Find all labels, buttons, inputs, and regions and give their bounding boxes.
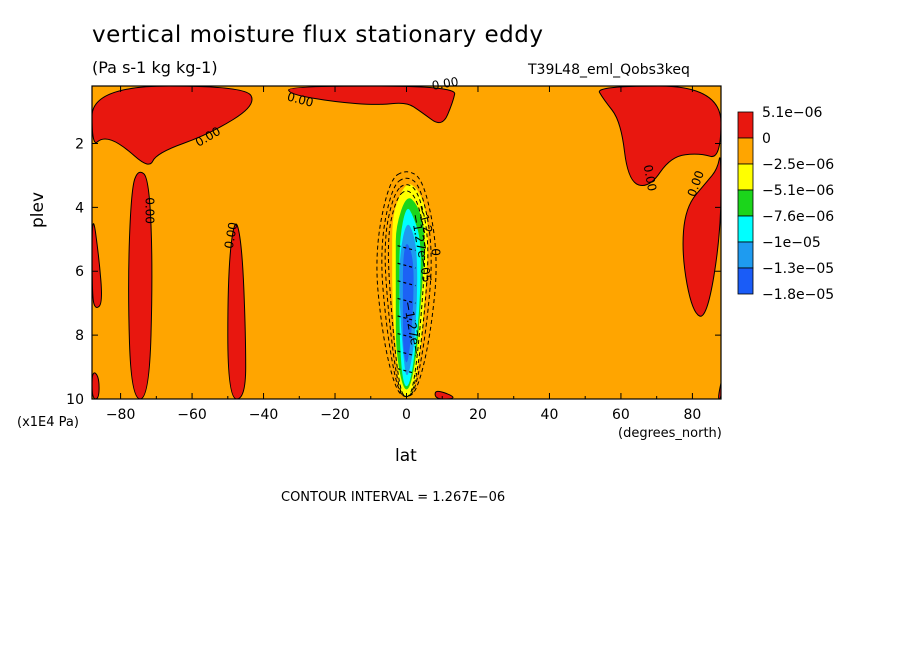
contour-label: 0 xyxy=(429,248,443,256)
legend-label: −1.8e−05 xyxy=(762,287,834,303)
dashed-contour-4 xyxy=(387,190,426,398)
legend-label: 5.1e−06 xyxy=(762,105,823,121)
color-legend: 5.1e−06 0 −2.5e−06 −5.1e−06 −7.6e−06 −1e−05 −1… xyxy=(737,105,834,303)
positive-region-right-tongue xyxy=(682,157,721,317)
dashed-contour-1 xyxy=(376,171,437,398)
contour-label: 0.00 xyxy=(641,164,659,193)
x-tick-label: 80 xyxy=(683,407,701,423)
axis-layer: −80 −60 −40 −20 0 20 40 60 80 2 4 6 8 10 xyxy=(66,86,721,423)
positive-region-left-bottom xyxy=(92,372,100,399)
positive-region-upper-right xyxy=(598,86,721,186)
legend-label: −5.1e−06 xyxy=(762,183,834,199)
legend-swatch xyxy=(737,267,754,295)
contour-label: 0.00 xyxy=(286,89,315,109)
legend-swatch xyxy=(737,163,754,191)
y-axis-unit: (x1E4 Pa) xyxy=(17,415,79,430)
legend-label: −7.6e−06 xyxy=(762,209,834,225)
y-tick-label: 6 xyxy=(75,264,84,280)
y-tick-label: 2 xyxy=(75,136,84,152)
negative-plume-level-5 xyxy=(402,244,414,363)
units-label: (Pa s-1 kg kg-1) xyxy=(92,58,218,77)
x-tick-label: 60 xyxy=(612,407,630,423)
run-label: T39L48_eml_Qobs3keq xyxy=(528,62,690,78)
dashed-contour-3 xyxy=(384,184,429,398)
contour-interval: CONTOUR INTERVAL = 1.267E−06 xyxy=(281,490,506,505)
x-tick-label: −80 xyxy=(106,407,136,423)
x-tick-label: −20 xyxy=(320,407,350,423)
contour-label: 0.00 xyxy=(222,221,240,250)
legend-label: −1.3e−05 xyxy=(762,261,834,277)
legend-swatch xyxy=(737,189,754,217)
x-axis-label: lat xyxy=(395,446,417,466)
contour-fill-layer xyxy=(92,86,721,399)
contour-line-layer xyxy=(376,171,437,398)
positive-region-left-strip xyxy=(92,223,102,308)
x-tick-label: 0 xyxy=(402,407,411,423)
legend-swatch xyxy=(737,137,754,165)
contour-label: 0.00 xyxy=(431,74,460,92)
contour-label: 0.00 xyxy=(143,197,157,224)
legend-swatch xyxy=(737,111,754,139)
y-tick-label: 4 xyxy=(75,200,84,216)
legend-label: −1e−05 xyxy=(762,235,821,251)
y-axis-label: plev xyxy=(28,191,48,228)
legend-label: −2.5e−06 xyxy=(762,157,834,173)
x-axis-unit: (degrees_north) xyxy=(618,426,722,441)
x-tick-label: 40 xyxy=(541,407,559,423)
legend-label: 0 xyxy=(762,131,771,147)
positive-region-column-75 xyxy=(128,171,153,399)
y-tick-label: 8 xyxy=(75,328,84,344)
legend-swatch xyxy=(737,241,754,269)
positive-region-upper-left xyxy=(92,86,253,165)
x-tick-label: −60 xyxy=(177,407,207,423)
chart-title: vertical moisture flux stationary eddy xyxy=(92,22,544,48)
x-tick-label: −40 xyxy=(249,407,279,423)
x-tick-label: 20 xyxy=(469,407,487,423)
legend-swatch xyxy=(737,215,754,243)
y-tick-label: 10 xyxy=(66,392,84,408)
positive-region-column-48 xyxy=(227,223,247,399)
